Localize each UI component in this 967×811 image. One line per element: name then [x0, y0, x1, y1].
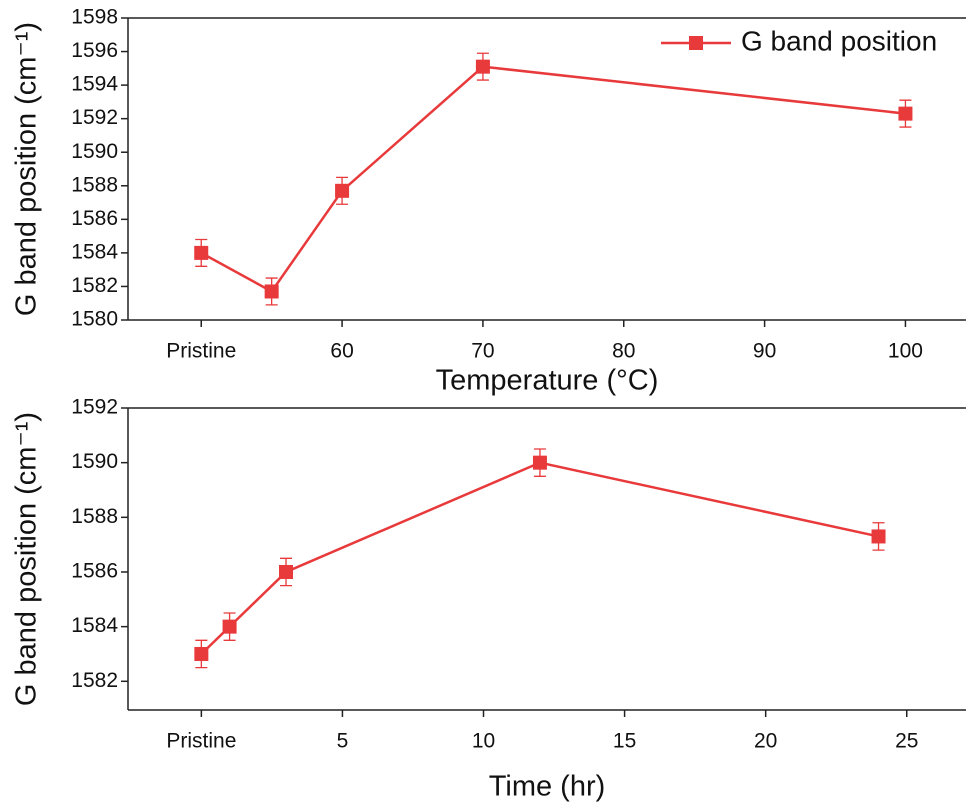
y-axis-label: G band position (cm⁻¹) — [11, 412, 43, 706]
series-line — [200, 461, 879, 655]
y-tick-label: 1596 — [71, 39, 118, 62]
marker — [222, 619, 237, 634]
y-tick-label: 1580 — [71, 308, 118, 331]
marker — [194, 245, 209, 260]
y-tick-label: 1588 — [71, 173, 118, 196]
marker — [898, 106, 913, 121]
x-tick-label: 15 — [613, 730, 636, 753]
x-tick-label: 5 — [337, 730, 349, 753]
y-tick-label: 1582 — [71, 274, 118, 297]
y-tick-label: 1586 — [71, 207, 118, 230]
x-tick-label: 25 — [895, 730, 918, 753]
y-tick-label: 1592 — [71, 396, 118, 419]
marker — [335, 183, 350, 198]
marker — [264, 284, 279, 299]
x-tick-label: 70 — [471, 340, 494, 363]
y-tick-label: 1598 — [71, 6, 118, 29]
x-tick-label: 20 — [754, 730, 777, 753]
y-tick-label: 1586 — [71, 560, 118, 583]
x-tick-label: 80 — [612, 340, 635, 363]
legend-label: G band position — [741, 25, 937, 56]
y-tick-label: 1584 — [71, 240, 118, 263]
x-tick-label: Pristine — [166, 730, 236, 753]
marker — [475, 59, 490, 74]
x-tick-label: 100 — [888, 340, 923, 363]
x-tick-label: 90 — [753, 340, 776, 363]
x-axis-label: Time (hr) — [489, 771, 606, 803]
legend-marker — [689, 36, 703, 50]
x-tick-label: Pristine — [166, 340, 236, 363]
x-tick-label: 10 — [472, 730, 495, 753]
x-axis-label: Temperature (°C) — [436, 365, 659, 397]
marker — [194, 646, 209, 661]
y-tick-label: 1582 — [71, 669, 118, 692]
x-tick-label: 60 — [330, 340, 353, 363]
y-tick-label: 1592 — [71, 106, 118, 129]
marker — [871, 529, 886, 544]
marker — [532, 455, 547, 470]
y-tick-label: 1588 — [71, 505, 118, 528]
y-tick-label: 1590 — [71, 140, 118, 163]
y-tick-label: 1584 — [71, 614, 118, 637]
y-tick-label: 1590 — [71, 450, 118, 473]
marker — [279, 564, 294, 579]
series-line — [200, 65, 906, 294]
y-tick-label: 1594 — [71, 73, 118, 96]
y-axis-label: G band position (cm⁻¹) — [11, 22, 43, 316]
